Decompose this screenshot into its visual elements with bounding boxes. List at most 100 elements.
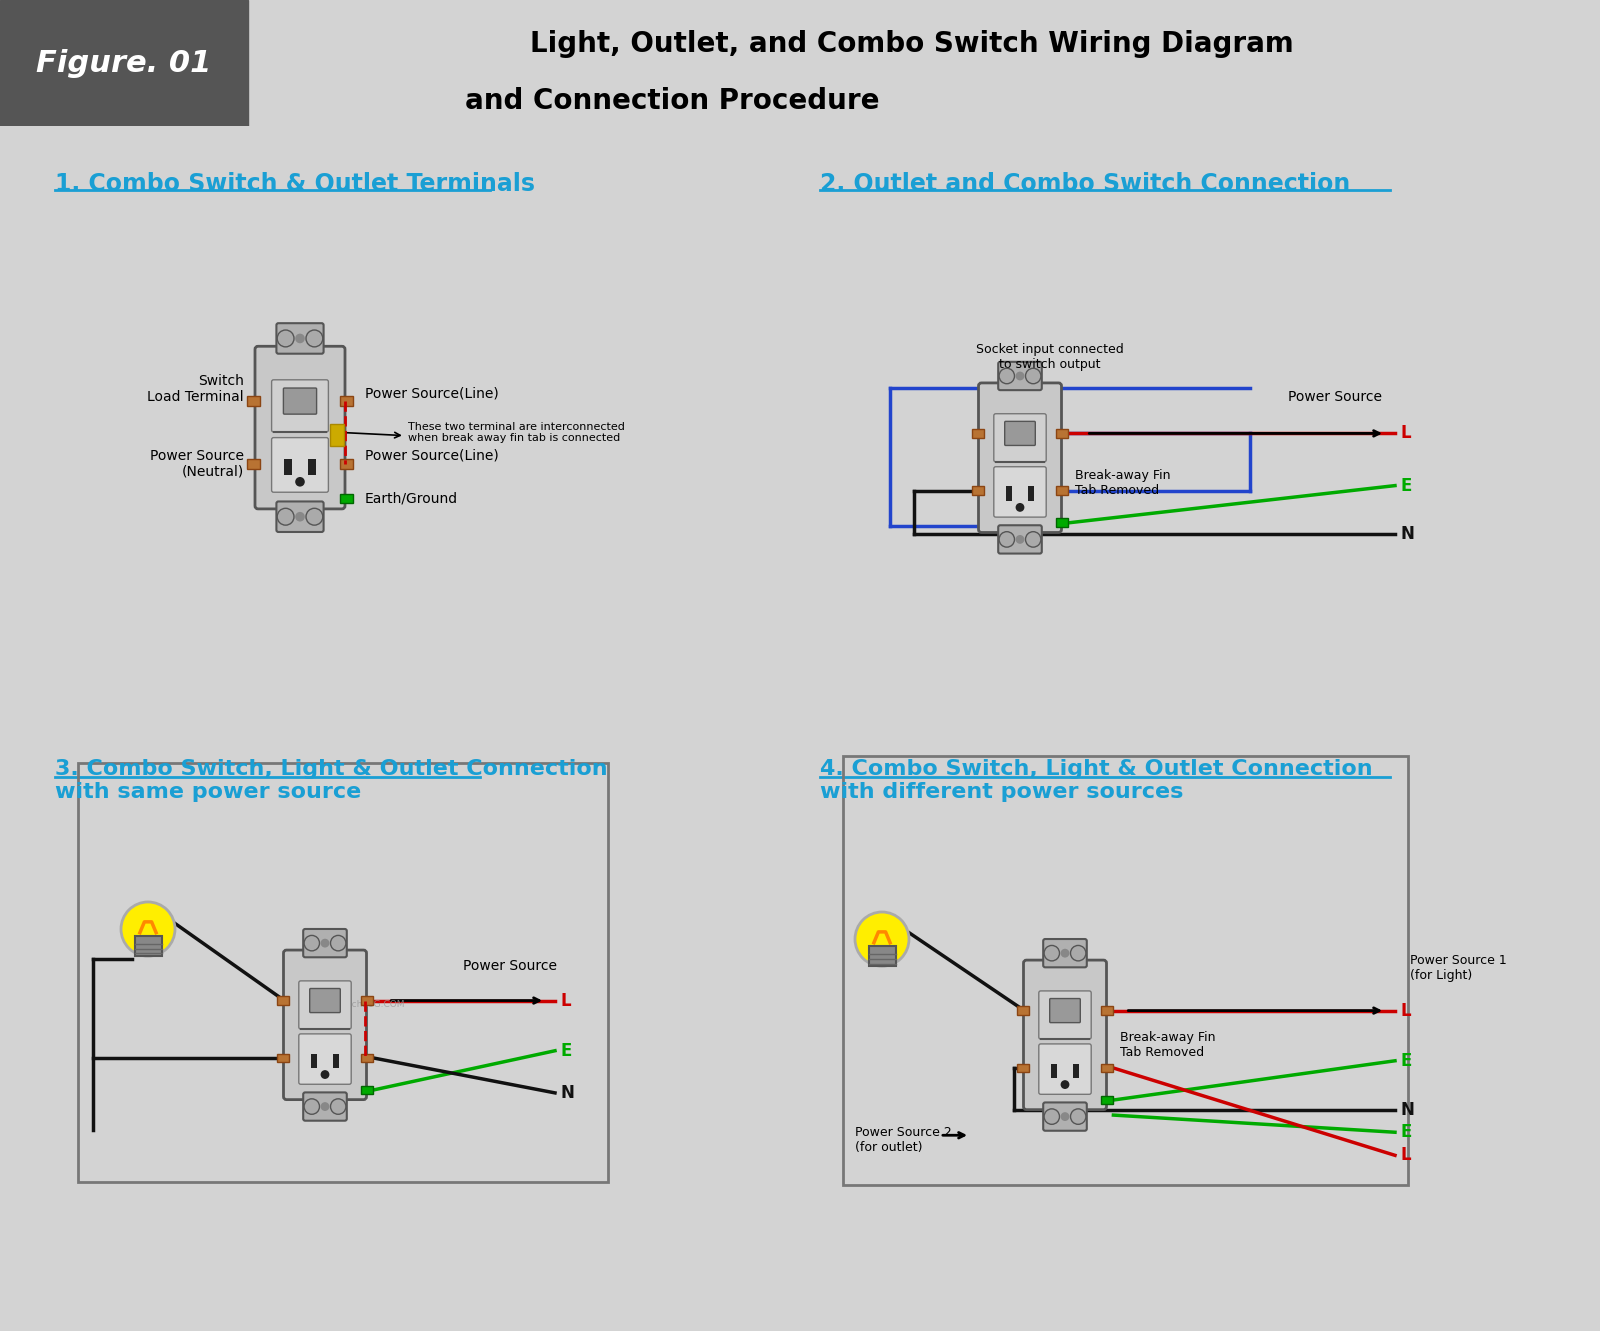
Text: L: L bbox=[1402, 425, 1411, 442]
Bar bbox=[277, 996, 288, 1005]
Text: 1. Combo Switch & Outlet Terminals: 1. Combo Switch & Outlet Terminals bbox=[54, 172, 534, 196]
Bar bbox=[1101, 1095, 1114, 1105]
Text: and Connection Procedure: and Connection Procedure bbox=[464, 87, 880, 116]
Text: These two terminal are interconnected
when break away fin tab is connected: These two terminal are interconnected wh… bbox=[408, 422, 624, 443]
Bar bbox=[362, 1086, 373, 1094]
Text: Socket input connected
to switch output: Socket input connected to switch output bbox=[976, 343, 1123, 371]
Text: Power Source
(Neutral): Power Source (Neutral) bbox=[150, 449, 243, 479]
FancyBboxPatch shape bbox=[1038, 1044, 1091, 1094]
Bar bbox=[1056, 519, 1069, 527]
FancyBboxPatch shape bbox=[254, 346, 346, 508]
Text: L: L bbox=[1402, 1146, 1411, 1165]
Text: 2. Outlet and Combo Switch Connection: 2. Outlet and Combo Switch Connection bbox=[819, 172, 1350, 196]
Circle shape bbox=[304, 936, 320, 950]
Text: ©WWW.ETechnoG.COM: ©WWW.ETechnoG.COM bbox=[301, 1000, 405, 1009]
Text: Figure. 01: Figure. 01 bbox=[35, 49, 211, 77]
FancyBboxPatch shape bbox=[1043, 938, 1086, 968]
FancyBboxPatch shape bbox=[994, 467, 1046, 518]
Bar bbox=[1006, 486, 1013, 500]
Text: Power Source: Power Source bbox=[462, 960, 557, 973]
Bar bbox=[0, 0, 248, 126]
Bar bbox=[246, 397, 261, 406]
Bar bbox=[277, 1054, 288, 1062]
Bar bbox=[339, 494, 352, 503]
Circle shape bbox=[1061, 949, 1069, 957]
Circle shape bbox=[294, 476, 304, 487]
FancyBboxPatch shape bbox=[310, 989, 341, 1013]
FancyBboxPatch shape bbox=[1038, 990, 1091, 1040]
FancyBboxPatch shape bbox=[998, 362, 1042, 390]
FancyBboxPatch shape bbox=[299, 981, 352, 1029]
Bar bbox=[1051, 1063, 1058, 1078]
Text: E: E bbox=[562, 1042, 573, 1059]
Circle shape bbox=[277, 330, 294, 347]
Bar bbox=[333, 1054, 339, 1067]
Circle shape bbox=[1070, 1109, 1086, 1125]
FancyBboxPatch shape bbox=[283, 950, 366, 1099]
Text: Light, Outlet, and Combo Switch Wiring Diagram: Light, Outlet, and Combo Switch Wiring D… bbox=[530, 31, 1294, 59]
Text: L: L bbox=[562, 992, 571, 1009]
FancyBboxPatch shape bbox=[1024, 960, 1107, 1110]
Text: Power Source 1
(for Light): Power Source 1 (for Light) bbox=[1410, 954, 1507, 982]
Circle shape bbox=[1026, 531, 1042, 547]
Bar bbox=[330, 423, 344, 446]
Circle shape bbox=[1016, 503, 1024, 512]
FancyBboxPatch shape bbox=[979, 383, 1061, 532]
Text: Power Source(Line): Power Source(Line) bbox=[365, 386, 499, 401]
Bar bbox=[843, 756, 1408, 1186]
Circle shape bbox=[1016, 371, 1024, 381]
FancyBboxPatch shape bbox=[277, 502, 323, 532]
Circle shape bbox=[1045, 1109, 1059, 1125]
Circle shape bbox=[331, 936, 346, 950]
Bar bbox=[1056, 429, 1069, 438]
Circle shape bbox=[294, 512, 304, 522]
FancyBboxPatch shape bbox=[1043, 1102, 1086, 1131]
Text: E: E bbox=[1402, 1051, 1413, 1070]
Bar bbox=[285, 459, 291, 475]
Circle shape bbox=[1045, 945, 1059, 961]
Circle shape bbox=[320, 1070, 330, 1079]
Circle shape bbox=[320, 938, 330, 948]
Bar bbox=[362, 996, 373, 1005]
Text: N: N bbox=[1402, 524, 1414, 543]
Circle shape bbox=[304, 1099, 320, 1114]
Circle shape bbox=[1061, 1081, 1069, 1089]
Circle shape bbox=[306, 330, 323, 347]
Bar bbox=[1016, 1063, 1029, 1073]
Bar bbox=[1027, 486, 1034, 500]
FancyBboxPatch shape bbox=[994, 414, 1046, 462]
Text: Break-away Fin
Tab Removed: Break-away Fin Tab Removed bbox=[1075, 469, 1171, 496]
Bar bbox=[1072, 1063, 1080, 1078]
Bar bbox=[869, 946, 896, 966]
Bar bbox=[1016, 1006, 1029, 1016]
Circle shape bbox=[1070, 945, 1086, 961]
Text: E: E bbox=[1402, 476, 1413, 495]
Circle shape bbox=[331, 1099, 346, 1114]
FancyBboxPatch shape bbox=[272, 379, 328, 433]
Circle shape bbox=[998, 531, 1014, 547]
Text: L: L bbox=[1402, 1002, 1411, 1020]
Circle shape bbox=[122, 902, 174, 956]
Text: N: N bbox=[1402, 1101, 1414, 1119]
FancyBboxPatch shape bbox=[304, 929, 347, 957]
Circle shape bbox=[294, 334, 304, 343]
Text: 3. Combo Switch, Light & Outlet Connection
with same power source: 3. Combo Switch, Light & Outlet Connecti… bbox=[54, 759, 608, 803]
FancyBboxPatch shape bbox=[1050, 998, 1080, 1022]
Circle shape bbox=[1061, 1113, 1069, 1121]
FancyBboxPatch shape bbox=[299, 1034, 352, 1085]
FancyBboxPatch shape bbox=[277, 323, 323, 354]
Circle shape bbox=[1026, 369, 1042, 383]
Circle shape bbox=[320, 1102, 330, 1111]
Bar bbox=[339, 459, 352, 469]
Bar bbox=[1101, 1063, 1114, 1073]
Text: Switch
Load Terminal: Switch Load Terminal bbox=[147, 374, 243, 405]
Bar bbox=[310, 1054, 317, 1067]
Text: Power Source(Line): Power Source(Line) bbox=[365, 449, 499, 463]
Bar bbox=[362, 1054, 373, 1062]
Text: 4. Combo Switch, Light & Outlet Connection
with different power sources: 4. Combo Switch, Light & Outlet Connecti… bbox=[819, 759, 1373, 803]
Circle shape bbox=[854, 912, 909, 966]
FancyBboxPatch shape bbox=[304, 1093, 347, 1121]
Bar bbox=[246, 459, 261, 469]
Bar bbox=[134, 936, 162, 956]
Text: Break-away Fin
Tab Removed: Break-away Fin Tab Removed bbox=[1120, 1032, 1216, 1059]
